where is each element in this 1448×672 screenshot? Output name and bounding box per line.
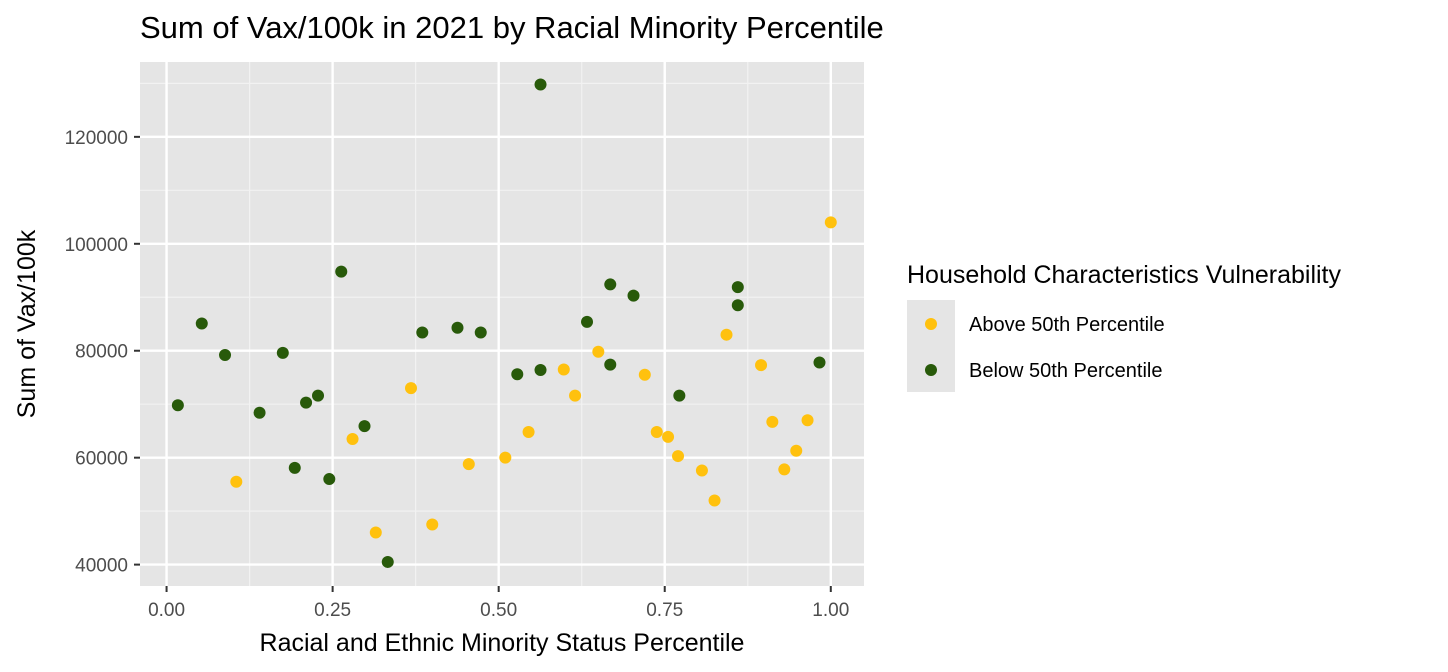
data-point bbox=[369, 526, 382, 539]
data-point bbox=[171, 399, 184, 412]
data-point bbox=[720, 328, 733, 341]
legend-key bbox=[925, 364, 937, 376]
data-point bbox=[335, 265, 348, 278]
data-point bbox=[312, 389, 325, 402]
data-point bbox=[569, 389, 582, 402]
x-tick-label: 1.00 bbox=[812, 600, 849, 621]
data-point bbox=[405, 382, 418, 395]
data-point bbox=[346, 432, 359, 445]
data-point bbox=[672, 450, 685, 463]
y-tick-label: 120000 bbox=[65, 128, 128, 149]
data-point bbox=[426, 518, 439, 531]
legend-key-background bbox=[907, 300, 955, 392]
data-point bbox=[534, 363, 547, 376]
y-axis-title: Sum of Vax/100k bbox=[13, 229, 41, 418]
data-point bbox=[474, 326, 487, 339]
data-point bbox=[731, 281, 744, 294]
data-point bbox=[253, 406, 266, 419]
data-point bbox=[731, 299, 744, 312]
y-tick-label: 40000 bbox=[75, 556, 128, 577]
data-point bbox=[708, 494, 721, 507]
data-point bbox=[557, 363, 570, 376]
data-point bbox=[534, 78, 547, 91]
data-point bbox=[801, 414, 814, 427]
x-tick-label: 0.25 bbox=[314, 600, 351, 621]
data-point bbox=[592, 345, 605, 358]
data-point bbox=[813, 356, 826, 369]
data-point bbox=[604, 358, 617, 371]
data-point bbox=[778, 463, 791, 476]
data-point bbox=[604, 278, 617, 291]
legend-label: Above 50th Percentile bbox=[969, 314, 1165, 336]
x-tick-label: 0.50 bbox=[480, 600, 517, 621]
x-axis-title: Racial and Ethnic Minority Status Percen… bbox=[260, 629, 745, 657]
data-point bbox=[790, 444, 803, 457]
legend-title: Household Characteristics Vulnerability bbox=[907, 261, 1341, 289]
y-tick-label: 60000 bbox=[75, 449, 128, 470]
chart-title: Sum of Vax/100k in 2021 by Racial Minori… bbox=[140, 10, 884, 45]
plot-panel bbox=[140, 62, 864, 586]
data-point bbox=[462, 458, 475, 471]
data-point bbox=[288, 461, 301, 474]
data-point bbox=[766, 415, 779, 428]
data-point bbox=[581, 315, 594, 328]
y-tick-label: 100000 bbox=[65, 235, 128, 256]
data-point bbox=[499, 451, 512, 464]
legend-label: Below 50th Percentile bbox=[969, 360, 1162, 382]
legend-key bbox=[925, 318, 937, 330]
x-tick-label: 0.00 bbox=[148, 600, 185, 621]
x-axis: 0.00 0.25 0.50 0.75 1.00 bbox=[148, 586, 849, 621]
data-point bbox=[451, 321, 464, 334]
y-axis: 40000 60000 80000 100000 120000 bbox=[65, 128, 140, 577]
data-point bbox=[662, 430, 675, 443]
data-point bbox=[381, 555, 394, 568]
data-point bbox=[650, 426, 663, 439]
data-point bbox=[638, 368, 651, 381]
legend: Household Characteristics Vulnerability … bbox=[907, 261, 1341, 392]
data-point bbox=[219, 349, 232, 362]
x-tick-label: 0.75 bbox=[646, 600, 683, 621]
data-point bbox=[195, 317, 208, 330]
data-point bbox=[522, 426, 535, 439]
y-tick-label: 80000 bbox=[75, 342, 128, 363]
legend-items: Above 50th Percentile Below 50th Percenti… bbox=[907, 300, 1165, 392]
data-point bbox=[416, 326, 429, 339]
data-point bbox=[824, 216, 837, 229]
data-point bbox=[695, 464, 708, 477]
data-point bbox=[276, 346, 289, 359]
data-point bbox=[300, 396, 313, 409]
data-point bbox=[511, 368, 524, 381]
major-gridlines bbox=[140, 62, 864, 586]
data-point bbox=[358, 420, 371, 433]
data-point bbox=[673, 389, 686, 402]
data-points bbox=[171, 78, 837, 568]
minor-gridlines bbox=[140, 62, 864, 586]
data-point bbox=[627, 289, 640, 302]
data-point bbox=[323, 473, 336, 486]
data-point bbox=[755, 359, 768, 372]
data-point bbox=[230, 475, 243, 488]
